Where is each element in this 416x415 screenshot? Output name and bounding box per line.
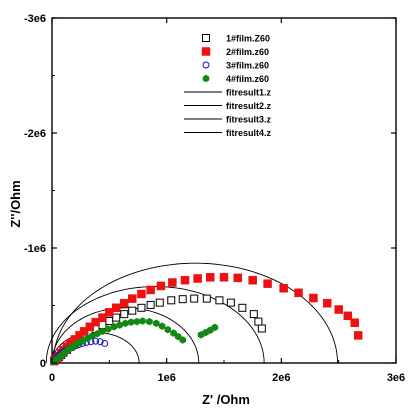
data-point bbox=[322, 298, 332, 308]
data-point bbox=[137, 303, 146, 312]
data-point bbox=[105, 317, 114, 326]
data-point bbox=[343, 311, 353, 321]
data-point bbox=[238, 303, 247, 312]
y-tick-label: -1e6 bbox=[24, 243, 46, 255]
data-point bbox=[137, 289, 146, 299]
data-point bbox=[248, 275, 257, 285]
data-point bbox=[263, 279, 272, 288]
legend-label: fitresult2.z bbox=[226, 101, 272, 111]
data-point bbox=[215, 296, 224, 305]
plot-border bbox=[51, 17, 397, 364]
series-2-points bbox=[50, 273, 363, 365]
data-point bbox=[101, 339, 109, 347]
axes: 0 1e6 2e6 3e6 0 -1e6 -2e6 -3e6 bbox=[24, 13, 405, 384]
data-point bbox=[219, 273, 229, 282]
legend-label: fitresult1.z bbox=[226, 88, 272, 98]
data-point bbox=[249, 310, 258, 319]
data-point bbox=[167, 296, 176, 305]
x-tick-label: 3e6 bbox=[387, 372, 405, 384]
data-point bbox=[179, 336, 187, 344]
x-axis-label: Z' /Ohm bbox=[202, 392, 250, 407]
data-point bbox=[127, 318, 135, 326]
legend-label: fitresult3.z bbox=[226, 115, 272, 125]
data-point bbox=[98, 313, 107, 322]
data-point bbox=[122, 319, 129, 328]
y-tick-label: 0 bbox=[40, 358, 46, 370]
data-point bbox=[226, 298, 235, 307]
data-point bbox=[309, 293, 318, 303]
data-point bbox=[202, 294, 211, 303]
fit-curve-4 bbox=[51, 307, 200, 364]
data-point bbox=[156, 281, 166, 291]
y-tick-label: -3e6 bbox=[24, 13, 46, 25]
series-4-points bbox=[50, 317, 219, 366]
data-point bbox=[85, 322, 95, 332]
data-point bbox=[153, 319, 160, 328]
data-point bbox=[158, 322, 166, 330]
data-point bbox=[133, 317, 141, 326]
fit-curve-2 bbox=[52, 262, 338, 364]
legend-symbol bbox=[202, 61, 210, 69]
data-point bbox=[155, 298, 164, 307]
data-point bbox=[205, 273, 215, 282]
data-point bbox=[279, 284, 288, 293]
data-point bbox=[96, 338, 104, 346]
data-point bbox=[164, 325, 172, 334]
data-point bbox=[104, 325, 112, 333]
plot-frame bbox=[51, 17, 397, 364]
legend-label: 1#film.Z60 bbox=[226, 34, 270, 44]
data-point bbox=[79, 327, 89, 336]
data-point bbox=[294, 288, 303, 298]
x-tick-label: 1e6 bbox=[157, 372, 175, 384]
fit-curves bbox=[45, 262, 338, 364]
legend-label: 2#film.z60 bbox=[226, 47, 269, 57]
data-point bbox=[146, 285, 155, 295]
data-point bbox=[168, 278, 177, 287]
data-points bbox=[50, 273, 363, 366]
data-point bbox=[116, 321, 123, 329]
data-point bbox=[128, 294, 137, 303]
legend-label: 3#film.z60 bbox=[226, 61, 269, 71]
legend-symbol bbox=[201, 47, 211, 56]
data-point bbox=[180, 275, 190, 285]
y-axis-label: Z''/Ohm bbox=[8, 180, 23, 227]
data-point bbox=[334, 305, 343, 314]
legend-label: fitresult4.z bbox=[226, 128, 272, 138]
data-point bbox=[120, 310, 129, 319]
data-point bbox=[112, 313, 121, 322]
legend: 1#film.Z60 2#film.z60 3#film.z60 4#film.z60… bbox=[184, 34, 272, 138]
data-point bbox=[211, 323, 219, 332]
legend-label: 4#film.z60 bbox=[226, 74, 269, 84]
data-point bbox=[105, 308, 114, 317]
fit-curve-1 bbox=[45, 286, 265, 363]
data-point bbox=[146, 300, 155, 309]
data-point bbox=[353, 331, 363, 340]
data-point bbox=[119, 298, 129, 308]
data-point bbox=[128, 306, 137, 315]
data-point bbox=[350, 318, 359, 327]
x-tick-label: 2e6 bbox=[272, 372, 290, 384]
data-point bbox=[193, 274, 202, 283]
data-point bbox=[254, 317, 263, 326]
legend-symbol bbox=[202, 34, 210, 42]
data-point bbox=[111, 303, 121, 313]
y-tick-label: -2e6 bbox=[24, 128, 46, 140]
data-point bbox=[92, 337, 100, 345]
data-point bbox=[146, 317, 153, 326]
data-point bbox=[178, 295, 187, 304]
data-point bbox=[98, 321, 107, 330]
data-point bbox=[257, 324, 266, 333]
x-tick-label: 0 bbox=[49, 372, 55, 384]
data-point bbox=[110, 323, 118, 331]
data-point bbox=[91, 317, 100, 327]
data-point bbox=[190, 294, 199, 303]
data-point bbox=[233, 273, 243, 283]
data-point bbox=[99, 327, 106, 336]
data-point bbox=[139, 317, 146, 325]
legend-symbol bbox=[202, 74, 210, 83]
